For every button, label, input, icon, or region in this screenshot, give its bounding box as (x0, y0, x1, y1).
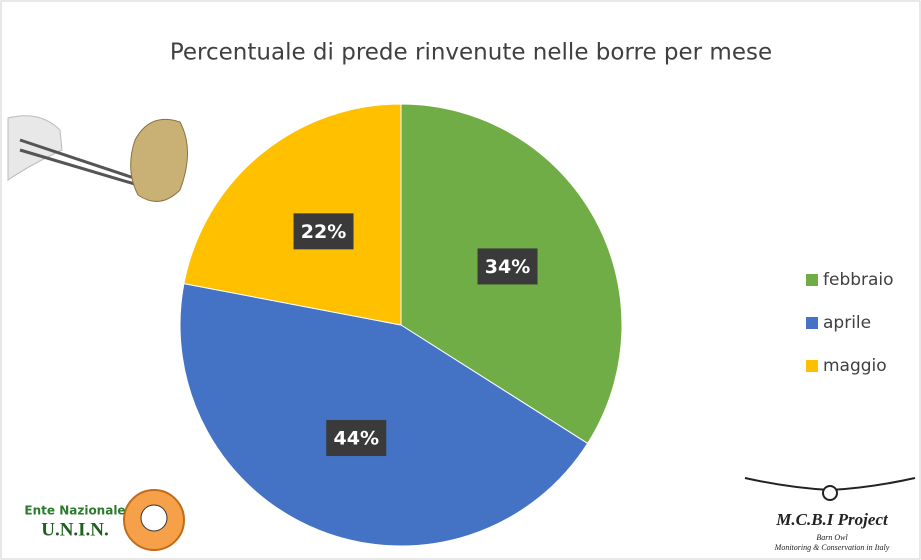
data-label: 22% (301, 221, 346, 243)
legend-swatch (806, 274, 818, 286)
logo-right-line1: Barn Owl (816, 533, 848, 542)
logo-unin: Ente Nazionale U.N.I.N. (24, 489, 185, 551)
data-label: 44% (334, 428, 379, 450)
data-label-box (293, 213, 354, 250)
data-label: 34% (485, 256, 530, 278)
logo-right-line2: Monitoring & Conservation in Italy (774, 543, 890, 552)
logo-mcbi: M.C.B.I Project Barn Owl Monitoring & Co… (744, 477, 916, 552)
data-label-box (477, 248, 538, 285)
legend-label: aprile (823, 313, 871, 333)
pie-slice (179, 283, 589, 547)
chart-title: Percentuale di prede rinvenute nelle bor… (170, 40, 772, 66)
logo-right-title: M.C.B.I Project (775, 510, 889, 529)
logo-left-line2: U.N.I.N. (41, 519, 109, 540)
legend-label: febbraio (823, 270, 894, 290)
legend-swatch (806, 360, 818, 372)
legend-label: maggio (823, 356, 887, 376)
tweezers-photo (7, 115, 188, 202)
pie-slice (183, 103, 402, 326)
legend-swatch (806, 317, 818, 329)
data-label-box (326, 420, 387, 457)
logo-left-line1: Ente Nazionale (24, 504, 125, 518)
